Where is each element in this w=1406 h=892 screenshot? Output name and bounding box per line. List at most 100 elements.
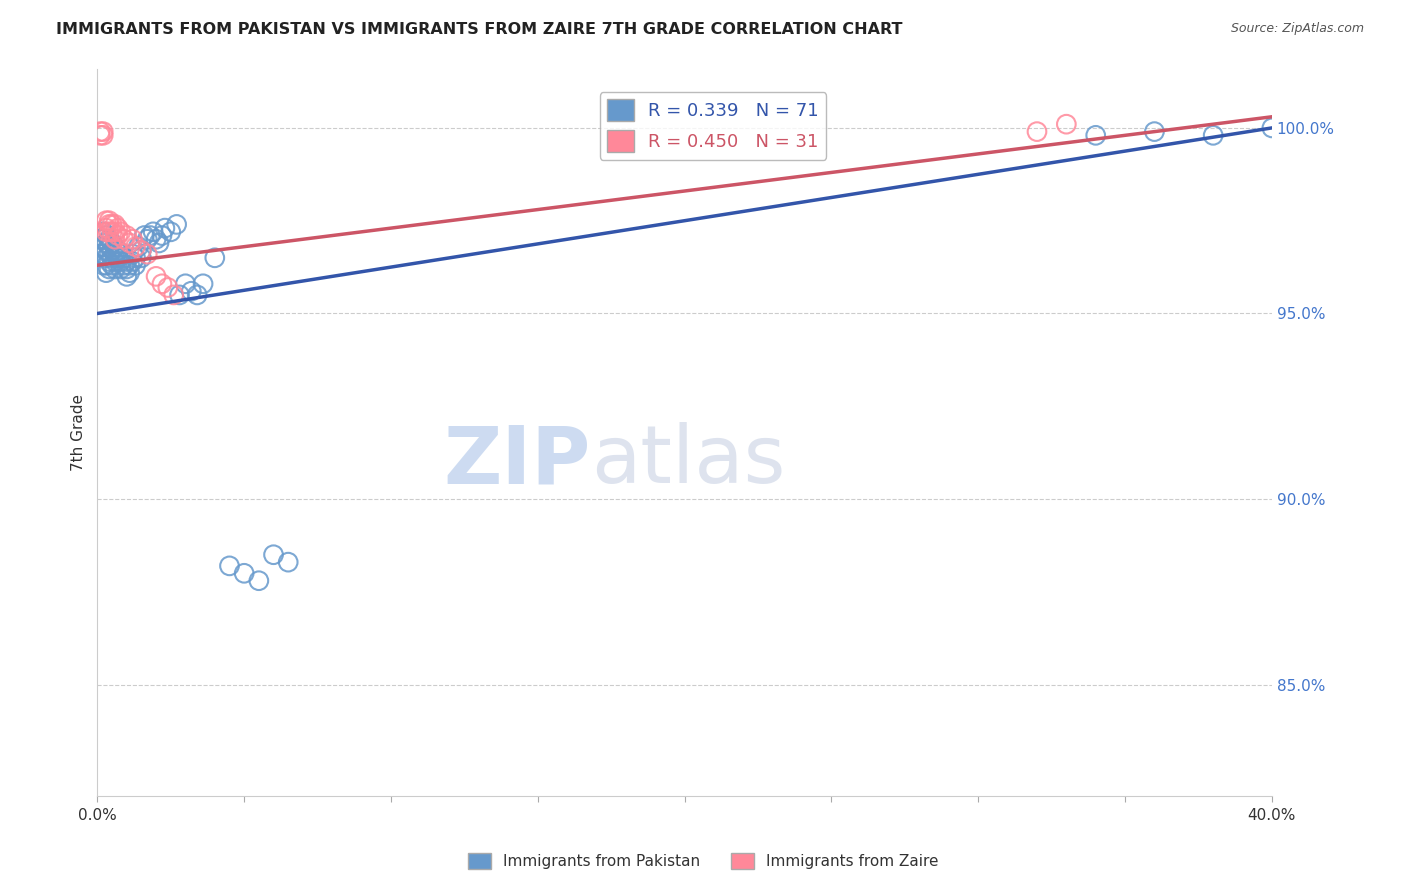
Point: [91, 128, 114, 143]
Point: [233, 566, 256, 581]
Point: [118, 235, 141, 250]
Point: [104, 232, 127, 246]
Point: [89, 128, 111, 143]
Point: [104, 254, 127, 268]
Point: [89, 247, 111, 261]
Point: [98, 225, 121, 239]
Point: [104, 225, 127, 239]
Point: [112, 251, 135, 265]
Point: [136, 247, 159, 261]
Point: [98, 247, 121, 261]
Point: [247, 574, 270, 588]
Point: [145, 232, 167, 246]
Point: [156, 280, 179, 294]
Point: [124, 258, 146, 272]
Point: [91, 240, 114, 254]
Point: [159, 225, 181, 239]
Point: [145, 269, 167, 284]
Point: [1261, 120, 1284, 135]
Point: [110, 262, 132, 277]
Point: [186, 288, 208, 302]
Point: [96, 228, 118, 243]
Point: [89, 232, 111, 246]
Point: [96, 213, 118, 227]
Point: [107, 228, 129, 243]
Point: [115, 228, 138, 243]
Point: [91, 247, 114, 261]
Point: [89, 125, 111, 139]
Point: [104, 240, 127, 254]
Point: [115, 262, 138, 277]
Point: [174, 277, 197, 291]
Point: [180, 284, 202, 298]
Point: [134, 228, 156, 243]
Point: [150, 228, 173, 243]
Text: Source: ZipAtlas.com: Source: ZipAtlas.com: [1230, 22, 1364, 36]
Point: [142, 225, 165, 239]
Point: [121, 232, 143, 246]
Point: [89, 240, 111, 254]
Point: [101, 225, 124, 239]
Point: [110, 225, 132, 239]
Point: [98, 262, 121, 277]
Point: [96, 258, 118, 272]
Point: [96, 244, 118, 258]
Point: [91, 232, 114, 246]
Point: [204, 251, 226, 265]
Point: [112, 232, 135, 246]
Point: [121, 247, 143, 261]
Point: [107, 221, 129, 235]
Point: [131, 244, 153, 258]
Text: IMMIGRANTS FROM PAKISTAN VS IMMIGRANTS FROM ZAIRE 7TH GRADE CORRELATION CHART: IMMIGRANTS FROM PAKISTAN VS IMMIGRANTS F…: [56, 22, 903, 37]
Point: [104, 262, 127, 277]
Point: [104, 247, 127, 261]
Point: [191, 277, 214, 291]
Point: [96, 221, 118, 235]
Point: [101, 244, 124, 258]
Point: [136, 232, 159, 246]
Point: [1084, 128, 1107, 143]
Point: [118, 258, 141, 272]
Point: [101, 218, 124, 232]
Point: [153, 221, 176, 235]
Point: [121, 254, 143, 268]
Point: [263, 548, 285, 562]
Point: [101, 258, 124, 272]
Point: [163, 288, 186, 302]
Point: [110, 254, 132, 268]
Point: [107, 244, 129, 258]
Point: [139, 228, 162, 243]
Point: [96, 225, 118, 239]
Point: [131, 244, 153, 258]
Point: [218, 558, 240, 573]
Point: [98, 213, 121, 227]
Point: [169, 288, 191, 302]
Point: [112, 258, 135, 272]
Point: [166, 218, 188, 232]
Point: [91, 258, 114, 272]
Point: [127, 240, 149, 254]
Point: [98, 232, 121, 246]
Legend: R = 0.339   N = 71, R = 0.450   N = 31: R = 0.339 N = 71, R = 0.450 N = 31: [600, 92, 827, 160]
Point: [96, 235, 118, 250]
Point: [91, 225, 114, 239]
Text: atlas: atlas: [591, 422, 785, 500]
Point: [101, 235, 124, 250]
Point: [115, 269, 138, 284]
Point: [98, 218, 121, 232]
Point: [150, 277, 173, 291]
Point: [101, 251, 124, 265]
Point: [91, 125, 114, 139]
Text: ZIP: ZIP: [443, 422, 591, 500]
Point: [104, 218, 127, 232]
Point: [148, 235, 170, 250]
Point: [98, 240, 121, 254]
Point: [1202, 128, 1225, 143]
Y-axis label: 7th Grade: 7th Grade: [72, 393, 86, 471]
Point: [98, 254, 121, 268]
Point: [1054, 117, 1077, 131]
Point: [124, 240, 146, 254]
Point: [107, 251, 129, 265]
Point: [96, 251, 118, 265]
Point: [110, 247, 132, 261]
